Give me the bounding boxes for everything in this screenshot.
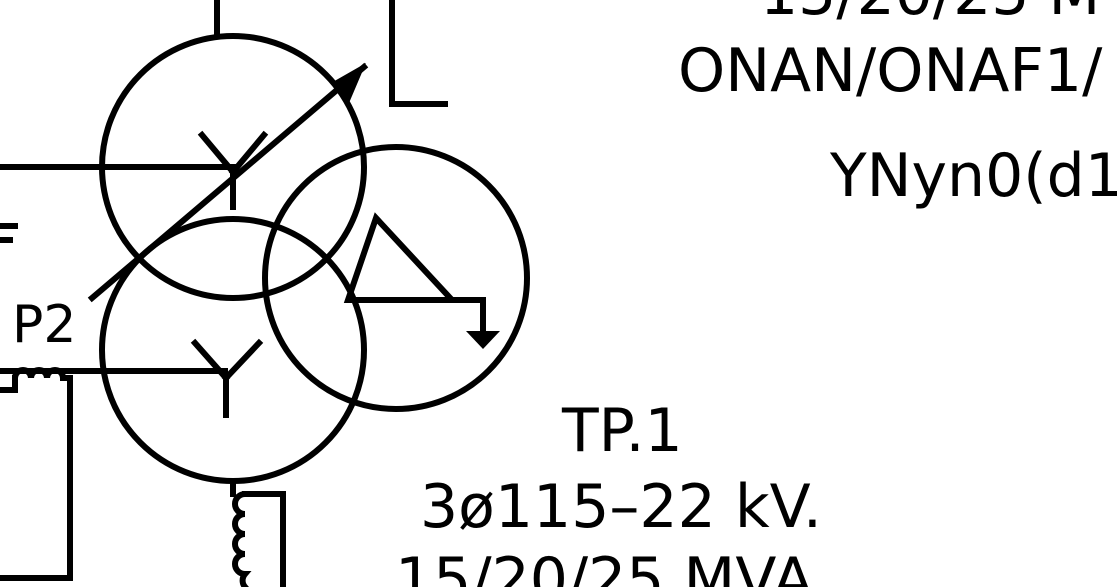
rating-label-line-1: 15/20/25 M bbox=[760, 0, 1100, 29]
ct-coil-neutral bbox=[230, 478, 286, 587]
top-lead-right bbox=[389, 0, 448, 107]
winding-circle-right bbox=[262, 144, 530, 412]
tap-changer-arrow bbox=[87, 62, 369, 303]
wye-symbol-bottom bbox=[190, 338, 264, 418]
transformer-tag: TP.1 bbox=[561, 396, 683, 466]
delta-symbol bbox=[343, 212, 486, 331]
tap-changer-arrowhead bbox=[331, 63, 366, 103]
ct-coil-left bbox=[0, 367, 73, 581]
terminal-label-p2: P2 bbox=[12, 295, 76, 355]
mva-rating-label: 15/20/25 MVA. bbox=[395, 545, 832, 587]
voltage-label: 3ø115–22 kV. bbox=[420, 472, 822, 542]
ground-symbol bbox=[466, 331, 500, 349]
vector-group-label: YNyn0(d1 bbox=[829, 141, 1117, 211]
cooling-label: ONAN/ONAF1/ bbox=[678, 36, 1103, 106]
